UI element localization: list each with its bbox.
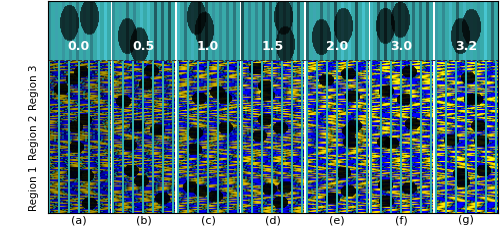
- Text: Region 2: Region 2: [29, 114, 39, 160]
- Text: 3.0: 3.0: [390, 40, 412, 53]
- Text: (e): (e): [329, 214, 345, 224]
- Text: Region 1: Region 1: [29, 165, 39, 210]
- Text: 0.5: 0.5: [132, 40, 154, 53]
- Text: Region 3: Region 3: [29, 64, 39, 109]
- Text: 3.2: 3.2: [455, 40, 477, 53]
- Text: 1.0: 1.0: [197, 40, 219, 53]
- Text: (a): (a): [71, 214, 87, 224]
- Text: 2.0: 2.0: [326, 40, 348, 53]
- Text: 1.5: 1.5: [262, 40, 283, 53]
- Text: (f): (f): [395, 214, 408, 224]
- Text: (c): (c): [200, 214, 216, 224]
- Text: (d): (d): [264, 214, 280, 224]
- Text: 0.0: 0.0: [68, 40, 90, 53]
- Text: (g): (g): [458, 214, 474, 224]
- Text: (b): (b): [136, 214, 152, 224]
